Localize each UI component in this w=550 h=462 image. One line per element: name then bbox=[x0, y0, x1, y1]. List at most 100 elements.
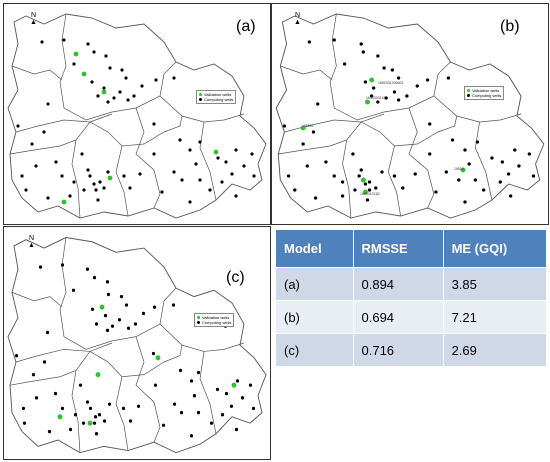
computing-well bbox=[45, 330, 50, 335]
map-legend-a: Validation wells Computing wells bbox=[196, 90, 237, 104]
sub-basin-boundary bbox=[121, 345, 183, 378]
computing-well bbox=[94, 322, 99, 326]
computing-well bbox=[463, 200, 467, 204]
map-svg-b bbox=[275, 13, 545, 219]
computing-well bbox=[234, 427, 239, 432]
computing-well bbox=[178, 368, 183, 373]
sub-basin-boundary bbox=[199, 121, 217, 201]
column-header: RMSSE bbox=[353, 230, 444, 268]
computing-well bbox=[401, 186, 405, 190]
computing-well bbox=[108, 66, 112, 70]
computing-well bbox=[179, 410, 184, 415]
computing-well bbox=[60, 263, 65, 267]
computing-well bbox=[178, 138, 182, 142]
computing-well bbox=[107, 402, 112, 406]
computing-well bbox=[151, 351, 156, 356]
sub-basin-boundary bbox=[89, 121, 129, 217]
computing-well bbox=[141, 311, 146, 316]
sub-basin-boundary bbox=[280, 65, 333, 81]
computing-well bbox=[188, 148, 192, 152]
validation-well bbox=[101, 89, 107, 95]
computing-well bbox=[332, 174, 336, 178]
sub-basin-boundary bbox=[342, 139, 352, 219]
computing-well bbox=[230, 172, 234, 176]
computing-well bbox=[152, 122, 156, 126]
computing-well bbox=[315, 102, 320, 106]
computing-well bbox=[172, 402, 177, 406]
computing-well bbox=[508, 194, 513, 198]
computing-well bbox=[234, 148, 238, 152]
computing-well bbox=[363, 80, 368, 84]
sub-basin-boundary bbox=[135, 336, 161, 443]
computing-well bbox=[53, 391, 58, 396]
computing-well bbox=[216, 156, 220, 160]
computing-well bbox=[42, 130, 46, 134]
sub-basin-boundary bbox=[135, 107, 161, 209]
computing-well bbox=[234, 194, 238, 198]
column-header: ME (GQI) bbox=[443, 230, 548, 268]
map-legend-b: Validation wells Computing wells bbox=[464, 86, 505, 100]
computing-well bbox=[102, 419, 107, 423]
north-arrow-icon: ▲ bbox=[28, 242, 35, 249]
computing-well bbox=[92, 182, 96, 186]
computing-well bbox=[220, 413, 225, 417]
computing-well bbox=[112, 96, 116, 100]
sub-basin-boundary bbox=[408, 107, 435, 209]
sub-basin-boundary bbox=[11, 65, 63, 81]
validation-well bbox=[213, 149, 219, 155]
computing-well bbox=[96, 198, 100, 202]
computing-well bbox=[313, 196, 318, 200]
table-cell: 7.21 bbox=[443, 300, 548, 334]
computing-well bbox=[42, 360, 47, 364]
computing-well bbox=[152, 152, 156, 156]
computing-well bbox=[342, 62, 347, 66]
computing-well bbox=[382, 66, 386, 70]
computing-well bbox=[229, 404, 234, 408]
computing-well bbox=[34, 396, 39, 400]
computing-well bbox=[86, 42, 90, 46]
computing-well bbox=[14, 353, 19, 358]
computing-well bbox=[482, 188, 486, 192]
table-row: (a) 0.894 3.85 bbox=[276, 267, 548, 301]
computing-well bbox=[324, 160, 328, 164]
validation-well bbox=[95, 372, 101, 378]
sub-basin-boundary bbox=[199, 351, 217, 434]
computing-well bbox=[94, 188, 98, 192]
sub-basin-boundary bbox=[89, 351, 129, 451]
computing-well bbox=[46, 196, 50, 200]
computing-well bbox=[384, 96, 388, 100]
computing-well bbox=[363, 182, 368, 186]
computing-well bbox=[390, 68, 395, 72]
computing-well bbox=[132, 94, 136, 98]
computing-well bbox=[154, 78, 158, 82]
sub-basin-boundary bbox=[394, 115, 458, 147]
validation-well bbox=[362, 189, 368, 195]
validation-well bbox=[231, 382, 237, 388]
computing-well bbox=[110, 324, 115, 328]
computing-well bbox=[102, 86, 106, 90]
computing-well bbox=[62, 38, 66, 42]
table-cell: 0.716 bbox=[353, 333, 444, 366]
computing-well bbox=[78, 383, 83, 387]
computing-well bbox=[128, 186, 132, 190]
computing-well bbox=[282, 124, 287, 128]
computing-well bbox=[413, 172, 417, 176]
computing-well bbox=[97, 413, 102, 417]
computing-well bbox=[376, 100, 380, 104]
computing-well bbox=[46, 102, 50, 106]
map-panel-a: N ▲ (a) Validation wells Computing wells bbox=[3, 3, 271, 225]
computing-wells-swatch bbox=[199, 98, 202, 101]
computing-well bbox=[506, 172, 511, 176]
computing-well bbox=[85, 267, 90, 271]
well-label: 1650331206603 bbox=[378, 81, 404, 85]
computing-well bbox=[428, 122, 432, 126]
computing-well bbox=[96, 94, 100, 98]
computing-well bbox=[172, 170, 176, 174]
computing-well bbox=[392, 174, 397, 178]
validation-well bbox=[300, 125, 306, 131]
map-panel-c: N ▲ (c) Validation wells Computing wells bbox=[3, 226, 271, 460]
sub-basin-boundary bbox=[59, 13, 177, 121]
computing-well bbox=[34, 164, 38, 168]
table-cell: (a) bbox=[276, 267, 354, 301]
computing-well bbox=[220, 180, 224, 184]
